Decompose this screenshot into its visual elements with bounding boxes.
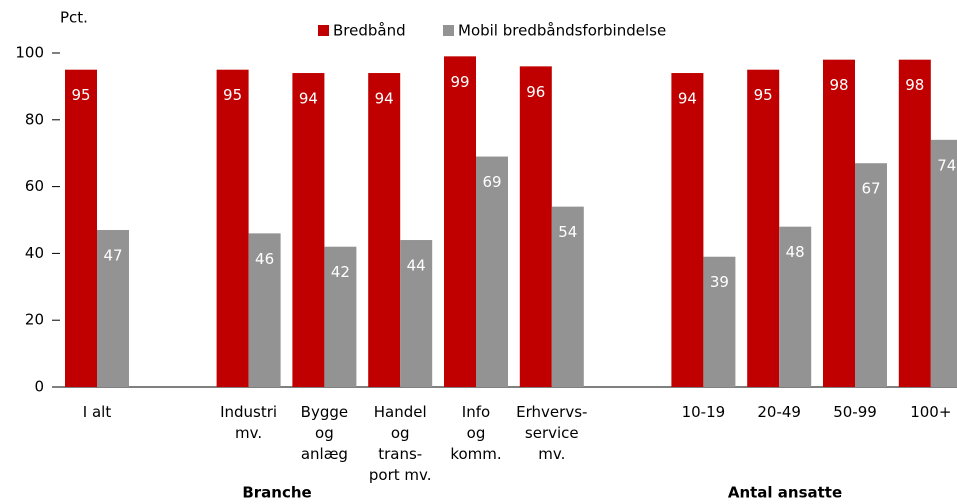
bar — [855, 163, 887, 387]
value-label: 94 — [375, 90, 394, 108]
value-label: 94 — [678, 90, 697, 108]
bar — [898, 59, 931, 388]
value-label: 98 — [829, 76, 848, 94]
x-tick-label: Handel og trans-port mv. — [369, 403, 432, 484]
bar — [444, 56, 476, 388]
bar — [292, 73, 325, 387]
bar — [823, 59, 855, 388]
value-label: 96 — [526, 83, 545, 101]
y-tick-label: 20 — [25, 311, 44, 329]
y-tick-label: 100 — [15, 44, 44, 62]
value-label: 44 — [407, 257, 426, 275]
y-tick-label: 40 — [25, 244, 44, 262]
group-label: Branche — [242, 484, 311, 502]
legend-swatch — [318, 25, 329, 36]
bar — [779, 226, 812, 387]
bar — [65, 69, 97, 387]
value-label: 47 — [103, 247, 122, 265]
y-tick-label: 60 — [25, 177, 44, 195]
value-label: 42 — [331, 263, 350, 281]
value-label: 69 — [482, 173, 501, 191]
value-label: 74 — [937, 156, 956, 174]
bar — [747, 69, 780, 387]
value-label: 46 — [255, 250, 274, 268]
x-tick-label: 20-49 — [757, 403, 801, 421]
bar — [551, 206, 584, 387]
value-label: 48 — [786, 243, 805, 261]
bar — [368, 73, 401, 387]
group-label: Antal ansatte — [728, 484, 842, 502]
x-tick-label: 50-99 — [833, 403, 877, 421]
bar — [703, 256, 736, 387]
legend-label: Bredbånd — [333, 22, 406, 40]
bar — [671, 73, 704, 387]
bar — [97, 230, 129, 387]
y-tick-label: 0 — [34, 378, 44, 396]
x-tick-label: 100+ — [910, 403, 951, 421]
value-label: 95 — [754, 86, 773, 104]
bar — [400, 240, 433, 387]
value-label: 39 — [710, 273, 729, 291]
y-tick-label: 80 — [25, 110, 44, 128]
value-label: 54 — [558, 223, 577, 241]
value-label: 98 — [905, 76, 924, 94]
x-tick-label: Bygge og anlæg — [301, 403, 348, 463]
bar — [930, 139, 957, 387]
x-tick-label: Info og komm. — [450, 403, 501, 463]
legend-label: Mobil bredbåndsforbindelse — [458, 22, 666, 40]
value-label: 95 — [71, 86, 90, 104]
value-label: 67 — [861, 180, 880, 198]
legend-swatch — [443, 25, 454, 36]
x-tick-label: I alt — [83, 403, 112, 421]
bar — [248, 233, 281, 387]
value-label: 99 — [450, 73, 469, 91]
x-tick-label: Industri mv. — [220, 403, 277, 442]
bar — [476, 156, 508, 387]
bar — [216, 69, 249, 387]
value-label: 95 — [223, 86, 242, 104]
bar — [324, 246, 357, 387]
value-label: 94 — [299, 90, 318, 108]
x-tick-label: 10-19 — [682, 403, 726, 421]
y-unit-label: Pct. — [60, 9, 88, 27]
bar — [519, 66, 552, 388]
x-tick-label: Erhvervs-service mv. — [516, 403, 587, 463]
